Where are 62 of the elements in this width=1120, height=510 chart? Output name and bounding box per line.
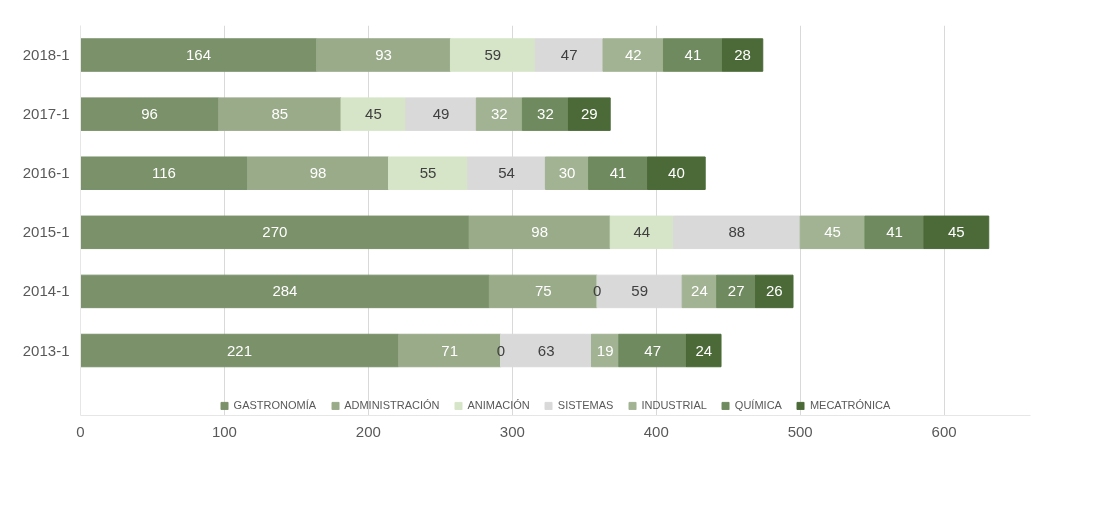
legend-label: QUÍMICA (734, 399, 782, 411)
data-label: 41 (886, 223, 903, 241)
data-label: 88 (728, 223, 746, 241)
legend-label: MECATRÓNICA (809, 399, 891, 411)
data-label: 221 (227, 341, 253, 359)
data-label: 47 (560, 46, 578, 64)
x-tick-label: 200 (355, 422, 381, 440)
data-label: 30 (558, 164, 576, 182)
x-tick-label: 100 (211, 422, 237, 440)
data-label: 54 (498, 164, 515, 182)
legend-label: SISTEMAS (557, 399, 614, 411)
data-label: 24 (691, 282, 708, 300)
data-label: 93 (375, 46, 392, 64)
data-label: 41 (684, 46, 702, 64)
x-tick-label: 500 (787, 422, 813, 440)
data-label: 71 (441, 341, 459, 359)
data-label: 40 (668, 164, 685, 182)
data-label: 29 (580, 105, 598, 123)
data-label: 164 (186, 46, 212, 64)
data-label: 116 (152, 164, 176, 182)
y-tick-label: 2015-1 (22, 223, 70, 241)
data-label: 98 (531, 223, 549, 241)
data-label: 0 (496, 341, 505, 359)
data-label: 28 (734, 46, 751, 64)
data-label: 45 (824, 223, 841, 241)
data-label: 47 (644, 341, 661, 359)
data-label: 96 (141, 105, 158, 123)
data-label: 55 (419, 164, 437, 182)
data-label: 284 (272, 282, 298, 300)
data-label: 42 (624, 46, 642, 64)
data-label: 19 (596, 341, 614, 359)
y-tick-label: 2016-1 (22, 164, 70, 182)
data-label: 49 (432, 105, 450, 123)
data-label: 32 (537, 105, 554, 123)
data-label: 63 (537, 341, 555, 359)
legend-label: GASTRONOMÍA (233, 399, 317, 411)
data-label: 270 (262, 223, 288, 241)
x-tick-label: 300 (499, 422, 525, 440)
legend-label: ANIMACIÓN (467, 399, 530, 411)
legend-label: ADMINISTRACIÓN (344, 399, 440, 411)
data-label: 59 (484, 46, 502, 64)
y-tick-label: 2018-1 (22, 46, 70, 64)
x-tick-label: 0 (76, 422, 85, 440)
data-label: 27 (727, 282, 745, 300)
y-tick-label: 2014-1 (22, 282, 70, 300)
x-tick-label: 600 (931, 422, 957, 440)
data-label: 24 (695, 341, 713, 359)
data-label: 0 (593, 282, 602, 300)
data-label: 32 (491, 105, 508, 123)
data-label: 75 (534, 282, 552, 300)
legend-label: INDUSTRIAL (641, 399, 707, 411)
data-label: 26 (765, 282, 783, 300)
data-label: 59 (631, 282, 649, 300)
data-label: 44 (633, 223, 651, 241)
data-label: 98 (309, 164, 327, 182)
y-tick-label: 2013-1 (22, 341, 70, 359)
y-tick-label: 2017-1 (22, 105, 70, 123)
data-label: 45 (365, 105, 382, 123)
x-tick-label: 400 (643, 422, 669, 440)
data-label: 41 (609, 164, 627, 182)
data-label: 85 (271, 105, 289, 123)
data-label: 45 (948, 223, 965, 241)
